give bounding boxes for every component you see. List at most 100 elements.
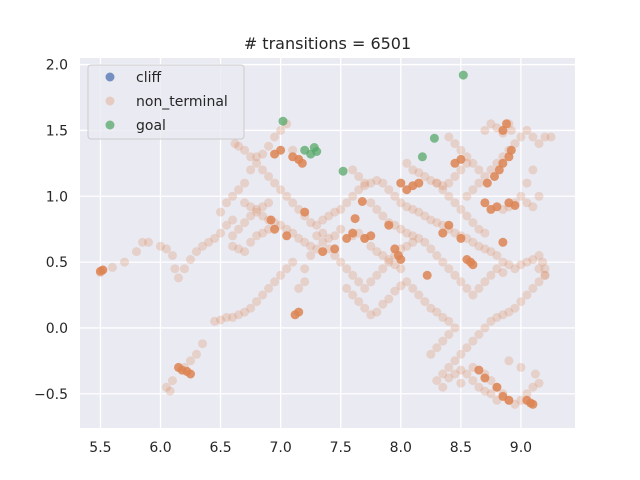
non-terminal-point [264,141,274,151]
non-terminal-point [222,198,232,208]
non-terminal-point [246,165,256,175]
non-terminal-point [372,176,382,185]
non-terminal-point [444,362,454,372]
non-terminal-point [516,297,526,307]
non-terminal-point [240,198,250,208]
non-terminal-point [300,277,310,287]
non-terminal-point [306,241,316,251]
non-terminal-point [480,386,490,396]
non-terminal-point [480,373,490,383]
non-terminal-point [402,202,412,212]
non-terminal-point [414,233,424,243]
non-terminal-point [468,290,478,300]
non-terminal-point [528,255,538,264]
non-terminal-point [540,270,550,280]
non-terminal-point [408,283,418,293]
non-terminal-point [528,165,538,175]
non-terminal-point [438,369,448,379]
x-tick-label: 7.5 [330,440,352,456]
non-terminal-point [390,260,400,270]
non-terminal-point [210,233,220,243]
non-terminal-point [450,172,460,181]
x-tick-label: 9.0 [510,440,532,456]
non-terminal-point [360,181,370,191]
non-terminal-point [216,228,226,238]
goal-point [458,70,468,80]
non-terminal-point [282,231,292,241]
non-terminal-point [266,215,276,225]
non-terminal-point [426,349,436,359]
non-terminal-point [450,139,460,149]
non-terminal-point [516,362,526,372]
non-terminal-point [414,178,424,188]
non-terminal-point [348,228,358,238]
non-terminal-point [492,202,502,212]
non-terminal-point [414,290,424,300]
non-terminal-point [420,211,430,221]
non-terminal-point [516,191,526,201]
series-non-terminal-dense [95,119,538,409]
non-terminal-point [258,290,268,300]
non-terminal-point [504,260,514,270]
non-terminal-point [174,273,183,283]
non-terminal-point [432,251,442,260]
non-terminal-point [534,251,544,260]
legend-marker-cliff [105,72,115,82]
non-terminal-point [210,316,220,326]
non-terminal-point [534,277,544,287]
non-terminal-point [426,215,436,225]
non-terminal-point [282,264,292,274]
non-terminal-point [318,228,328,238]
non-terminal-point [510,201,520,210]
non-terminal-point [270,277,280,287]
non-terminal-point [270,178,280,188]
y-tick-label: 0.5 [46,255,68,271]
non-terminal-point [438,181,448,191]
non-terminal-point [462,369,472,379]
non-terminal-point [234,141,244,151]
non-terminal-point [186,356,195,366]
non-terminal-point [318,247,328,257]
non-terminal-point [468,336,478,346]
non-terminal-point [378,299,388,309]
non-terminal-point [258,211,268,221]
x-tick-label: 6.0 [149,440,171,456]
non-terminal-point [492,264,502,274]
non-terminal-point [234,244,244,254]
non-terminal-point [468,376,478,386]
non-terminal-point [456,145,466,155]
legend-label-cliff: cliff [136,70,161,86]
y-tick-label: 0.0 [46,321,68,337]
non-terminal-point [444,191,454,201]
non-terminal-point [330,244,340,254]
non-terminal-point [474,165,484,175]
non-terminal-point [482,178,492,188]
non-terminal-point [342,283,352,293]
goal-point [429,133,439,143]
non-terminal-point [480,198,490,208]
goal-point [338,166,348,176]
y-tick-label: 2.0 [46,58,68,74]
non-terminal-point [276,270,286,280]
non-terminal-point [258,202,268,212]
non-terminal-point [216,315,226,325]
non-terminal-point [396,281,406,291]
non-terminal-point [490,172,499,181]
non-terminal-point [498,257,508,267]
non-terminal-point [348,270,358,280]
non-terminal-point [432,376,442,386]
non-terminal-point [258,165,268,175]
non-terminal-point [270,132,280,142]
non-terminal-point [192,349,201,359]
non-terminal-point [498,125,508,135]
non-terminal-point [522,198,532,208]
non-terminal-point [510,303,520,313]
non-terminal-point [438,312,448,322]
non-terminal-point [432,343,442,353]
non-terminal-point [540,270,550,280]
non-terminal-point [342,264,352,274]
non-terminal-point [546,132,556,142]
non-terminal-point [438,382,448,392]
non-terminal-point [456,378,466,388]
non-terminal-point [354,277,364,287]
